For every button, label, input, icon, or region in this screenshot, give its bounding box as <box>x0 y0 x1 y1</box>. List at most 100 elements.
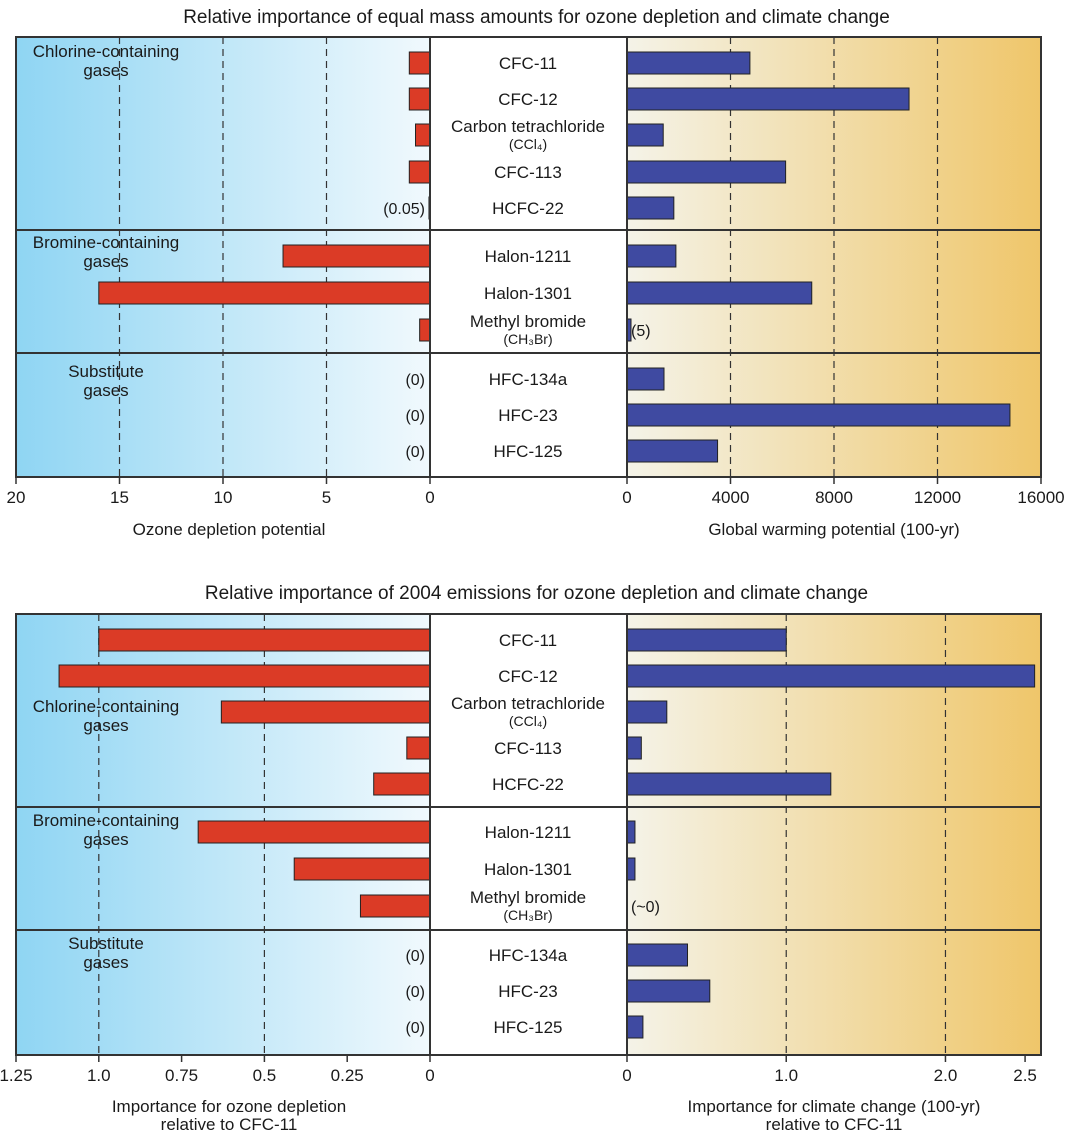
climate-bar <box>626 857 636 881</box>
gas-name-label: CFC-11 <box>499 631 557 650</box>
chart-frame <box>15 36 1042 478</box>
gas-name-label: Halon-1211 <box>485 247 572 266</box>
ozone-bar <box>359 894 431 918</box>
gas-name-label: CFC-12 <box>498 90 558 109</box>
ozone-tick-label: 5 <box>322 488 331 507</box>
climate-tick-label: 0 <box>622 488 631 507</box>
climate-bar <box>626 160 787 184</box>
chart-equal-mass: CFC-11 CFC-12 Carbon tetrachloride(CCl₄) CF… <box>7 36 1065 539</box>
climate-axis-title: relative to CFC-11 <box>766 1115 903 1134</box>
climate-tick-label: 4000 <box>712 488 750 507</box>
climate-bar <box>626 367 665 391</box>
ozone-tick-label: 10 <box>214 488 233 507</box>
climate-bar <box>626 700 668 724</box>
ozone-bar <box>419 318 431 342</box>
ozone-value-annotation: (0) <box>405 408 425 425</box>
climate-value-annotation: (~0) <box>631 899 660 916</box>
group-label: gases <box>83 830 128 849</box>
climate-bar <box>626 979 711 1003</box>
ozone-bar <box>98 628 431 652</box>
gas-name-label: CFC-113 <box>494 739 562 758</box>
climate-tick-label: 1.0 <box>774 1066 798 1085</box>
ozone-bar <box>197 820 431 844</box>
ozone-value-annotation: (0) <box>405 1020 425 1037</box>
ozone-bar <box>98 281 431 305</box>
group-label: gases <box>83 716 128 735</box>
gas-name-label: HCFC-22 <box>492 199 564 218</box>
ozone-bar <box>373 772 431 796</box>
chart-title-top: Relative importance of equal mass amount… <box>183 7 890 28</box>
gas-name-label: Halon-1301 <box>484 860 572 879</box>
group-label: Bromine-containing <box>33 811 179 830</box>
ozone-value-annotation: (0.05) <box>383 201 425 218</box>
gas-name-label: Halon-1301 <box>484 284 572 303</box>
gas-names-panel <box>430 614 627 1055</box>
gas-name-label: CFC-113 <box>494 163 562 182</box>
climate-bar <box>626 943 689 967</box>
ozone-value-annotation: (0) <box>405 984 425 1001</box>
group-label: Chlorine-containing <box>33 42 179 61</box>
gas-name-label: CFC-12 <box>498 667 558 686</box>
gas-name-label: HFC-23 <box>498 982 558 1001</box>
climate-bar <box>626 772 832 796</box>
gas-formula-label: (CCl₄) <box>509 713 547 729</box>
ozone-bar <box>408 160 431 184</box>
ozone-bar <box>282 244 431 268</box>
group-label: gases <box>83 953 128 972</box>
climate-bar <box>626 439 719 463</box>
gas-formula-label: (CCl₄) <box>509 136 547 152</box>
ozone-bar <box>406 736 431 760</box>
climate-bar <box>626 1015 644 1039</box>
ozone-tick-label: 20 <box>7 488 26 507</box>
ozone-bar <box>408 87 431 111</box>
climate-bar <box>626 628 787 652</box>
climate-bar <box>626 820 636 844</box>
ozone-tick-label: 0.75 <box>165 1066 198 1085</box>
group-label: Substitute <box>68 362 144 381</box>
gas-name-label: HFC-23 <box>498 406 558 425</box>
climate-axis-title: Importance for climate change (100-yr) <box>688 1097 981 1116</box>
gas-name-label: Carbon tetrachloride <box>451 694 605 713</box>
group-label: gases <box>83 61 128 80</box>
climate-bar <box>626 244 677 268</box>
gas-formula-label: (CH₃Br) <box>503 331 552 347</box>
group-label: Bromine-containing <box>33 233 179 252</box>
gas-name-label: HFC-134a <box>489 946 568 965</box>
ozone-tick-label: 0.25 <box>331 1066 364 1085</box>
ozone-bar <box>293 857 431 881</box>
climate-tick-label: 2.5 <box>1013 1066 1037 1085</box>
group-label: Substitute <box>68 934 144 953</box>
ozone-value-annotation: (0) <box>405 444 425 461</box>
group-label: Chlorine-containing <box>33 697 179 716</box>
climate-tick-label: 16000 <box>1017 488 1064 507</box>
climate-axis-title: Global warming potential (100-yr) <box>708 520 959 539</box>
ozone-bar <box>415 123 431 147</box>
climate-bar <box>626 196 675 220</box>
gas-name-label: CFC-11 <box>499 54 557 73</box>
ozone-tick-label: 15 <box>110 488 129 507</box>
ozone-axis-title: relative to CFC-11 <box>161 1115 298 1134</box>
group-label: gases <box>83 252 128 271</box>
climate-bar <box>626 87 910 111</box>
group-label: gases <box>83 381 128 400</box>
chart-2004-emissions: CFC-11 CFC-12 Carbon tetrachloride(CCl₄) CF… <box>0 613 1042 1134</box>
gas-name-label: HCFC-22 <box>492 775 564 794</box>
ozone-tick-label: 0 <box>425 488 434 507</box>
climate-bar <box>626 281 813 305</box>
climate-value-annotation: (5) <box>631 323 651 340</box>
climate-tick-label: 0 <box>622 1066 631 1085</box>
gas-name-label: HFC-134a <box>489 370 568 389</box>
ozone-bar <box>220 700 431 724</box>
climate-bar <box>626 664 1036 688</box>
ozone-axis-title: Importance for ozone depletion <box>112 1097 346 1116</box>
ozone-tick-label: 1.0 <box>87 1066 111 1085</box>
chart-frame <box>15 613 1042 1056</box>
ozone-value-annotation: (0) <box>405 948 425 965</box>
climate-tick-label: 2.0 <box>934 1066 958 1085</box>
climate-tick-label: 8000 <box>815 488 853 507</box>
climate-bar <box>626 51 751 75</box>
gas-formula-label: (CH₃Br) <box>503 907 552 923</box>
ozone-bar <box>408 51 431 75</box>
climate-bar <box>626 403 1011 427</box>
